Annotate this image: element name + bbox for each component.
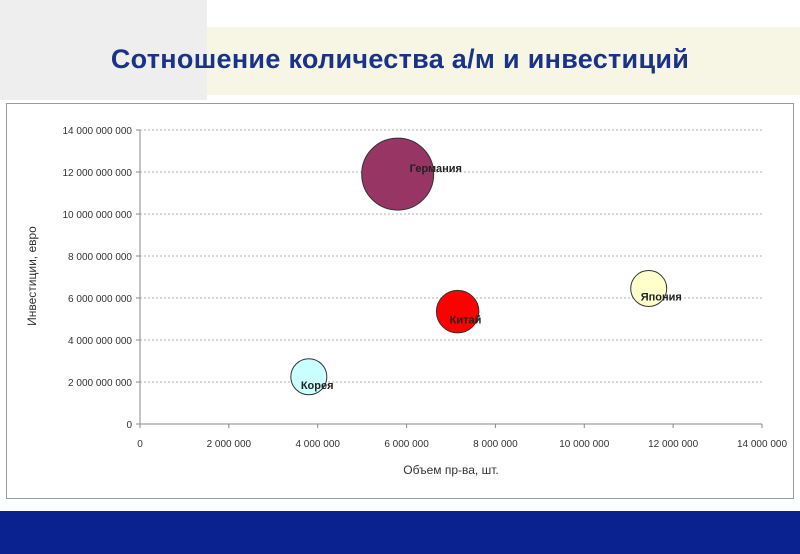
y-tick-label: 8 000 000 000: [68, 252, 132, 263]
bubble-label: Япония: [641, 292, 682, 304]
footer-bar: [0, 511, 800, 554]
x-tick-label: 14 000 000: [737, 439, 787, 450]
y-axis-label: Инвестиции, евро: [25, 226, 39, 326]
x-tick-label: 2 000 000: [207, 439, 252, 450]
bubble: [630, 270, 668, 308]
x-tick-label: 4 000 000: [295, 439, 340, 450]
y-tick-label: 2 000 000 000: [68, 378, 132, 389]
bubble-labels: Германия Китай Япония Корея: [301, 163, 682, 392]
x-tick-label: 6 000 000: [384, 439, 429, 450]
y-tick-label: 14 000 000 000: [62, 126, 132, 137]
bubble-label: Китай: [450, 315, 482, 327]
axes: 0 2 000 000 000 4 000 000 000 6 000 000 000…: [62, 126, 787, 450]
x-tick-label: 0: [137, 439, 143, 450]
x-axis-label: Объем пр-ва, шт.: [403, 463, 498, 477]
bubble-label: Корея: [301, 380, 334, 392]
x-tick-label: 8 000 000: [473, 439, 518, 450]
x-tick-label: 10 000 000: [559, 439, 609, 450]
bubbles: [290, 137, 668, 396]
y-tick-label: 12 000 000 000: [62, 168, 132, 179]
bubble: [290, 358, 328, 396]
y-tick-label: 6 000 000 000: [68, 294, 132, 305]
title-band: [207, 27, 800, 95]
background-decoration-left: [0, 0, 207, 100]
y-tick-label: 0: [126, 420, 132, 431]
x-tick-label: 12 000 000: [648, 439, 698, 450]
bubble-label: Германия: [410, 163, 462, 175]
y-tick-label: 10 000 000 000: [62, 210, 132, 221]
y-tick-label: 4 000 000 000: [68, 336, 132, 347]
slide-title: Сотношение количества а/м и инвестиций: [110, 44, 690, 74]
bubble: [435, 289, 480, 334]
bubble: [361, 137, 435, 211]
